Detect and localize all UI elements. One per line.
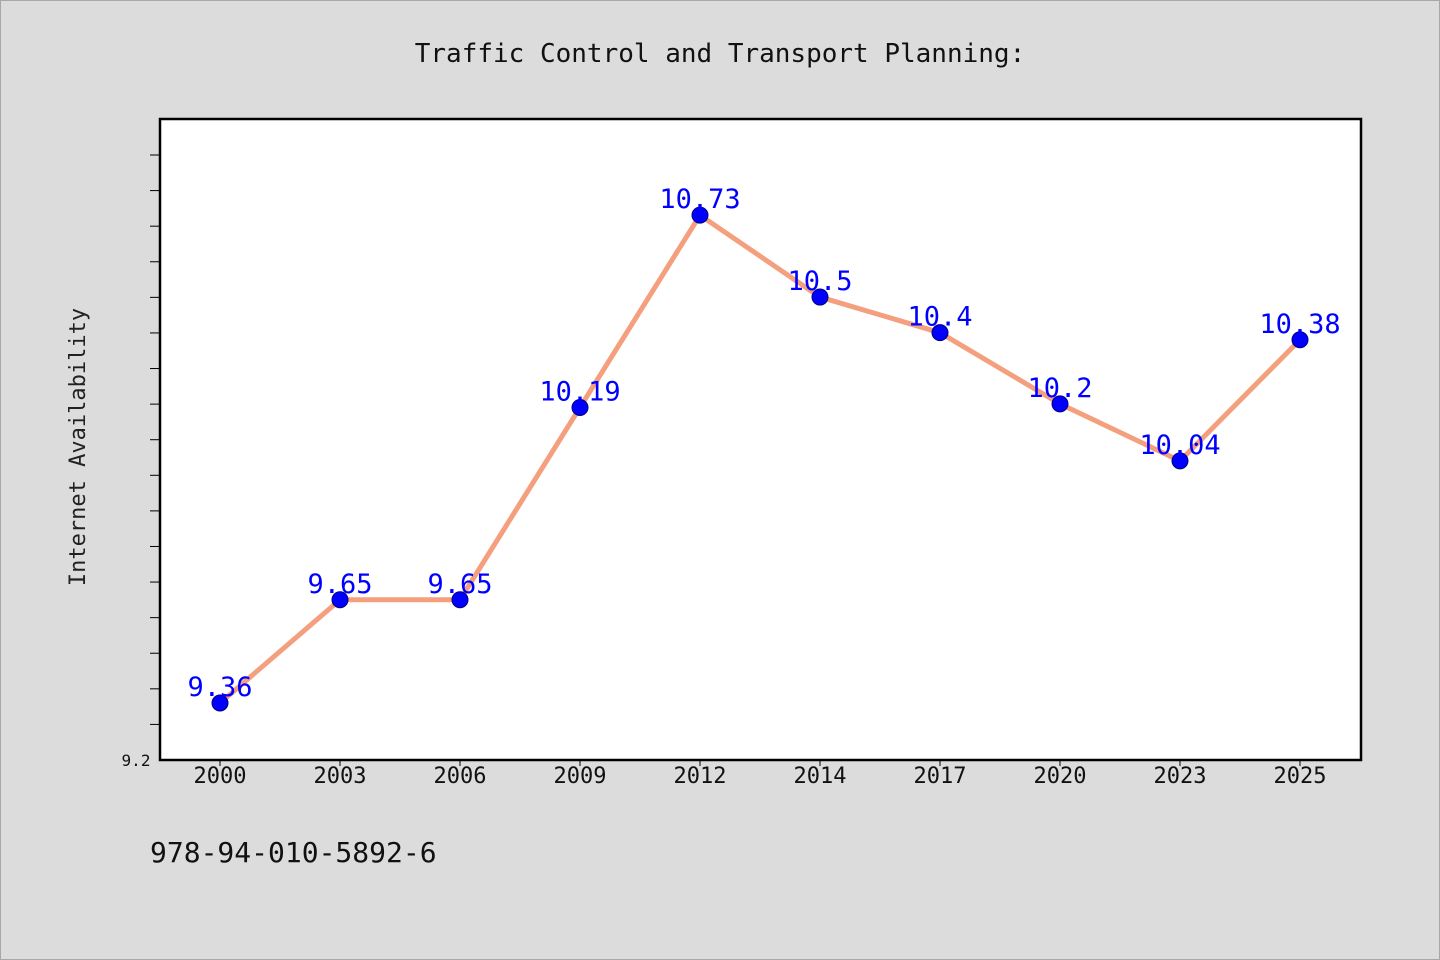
- series-line: [218, 212, 1302, 705]
- data-point: [1051, 395, 1069, 413]
- data-point: [1171, 452, 1189, 470]
- data-label: 10.2: [1027, 373, 1092, 404]
- y-axis-label: Internet Availability: [66, 308, 91, 586]
- data-label: 10.4: [907, 302, 972, 333]
- data-label: 9.36: [187, 672, 252, 703]
- x-tick-label: 2003: [314, 764, 367, 789]
- data-label: 10.19: [539, 376, 620, 407]
- x-tick-label: 2000: [194, 764, 247, 789]
- x-tick-label: 2025: [1274, 764, 1327, 789]
- data-label: 10.73: [659, 184, 740, 215]
- x-tick-label: 2017: [914, 764, 967, 789]
- x-tick-label: 2012: [674, 764, 727, 789]
- chart-title: Traffic Control and Transport Planning:: [415, 39, 1025, 69]
- y-tick-label: 9.2: [122, 751, 151, 770]
- x-tick-label: 2006: [434, 764, 487, 789]
- data-label: 10.04: [1139, 430, 1220, 461]
- data-point: [1291, 331, 1309, 349]
- series-group: 9.36 9.65 9.65 10.19 10.73 10.5 10.4 10.2 10.04 1…: [187, 184, 1341, 712]
- x-tick-label: 2020: [1034, 764, 1087, 789]
- x-axis: 2000 2003 2006 2009 2012 2014 2017 2020 2023 2025: [194, 760, 1327, 789]
- isbn-footer: 978-94-010-5892-6: [150, 836, 437, 869]
- x-tick-label: 2023: [1154, 764, 1207, 789]
- data-label: 9.65: [427, 569, 492, 600]
- x-tick-label: 2014: [794, 764, 847, 789]
- plot-area: [158, 117, 1363, 762]
- data-point: [331, 591, 349, 609]
- data-point: [691, 206, 709, 224]
- data-point: [451, 591, 469, 609]
- data-label: 10.38: [1259, 309, 1340, 340]
- y-axis-ticks: [150, 154, 160, 725]
- data-point: [811, 288, 829, 306]
- data-label: 10.5: [787, 266, 852, 297]
- data-point: [571, 398, 589, 416]
- data-point: [931, 324, 949, 342]
- x-tick-label: 2009: [554, 764, 607, 789]
- data-label: 9.65: [307, 569, 372, 600]
- data-point: [211, 694, 229, 712]
